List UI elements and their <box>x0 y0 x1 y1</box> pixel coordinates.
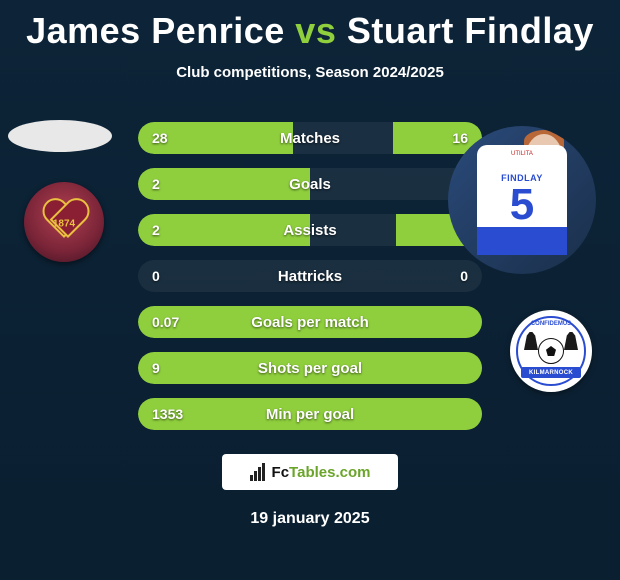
subtitle: Club competitions, Season 2024/2025 <box>0 64 620 81</box>
stat-row: 20Goals <box>138 168 482 200</box>
player2-photo: UTILITA FINDLAY 5 <box>448 126 596 274</box>
stat-label: Hattricks <box>138 260 482 292</box>
stat-row: 9Shots per goal <box>138 352 482 384</box>
page-title: James Penrice vs Stuart Findlay <box>0 0 620 52</box>
shirt-sponsor: UTILITA <box>511 151 533 157</box>
stat-label: Goals <box>138 168 482 200</box>
club-right-motto: CONFIDEMUS <box>531 321 571 327</box>
brand-box: FcTables.com <box>222 454 398 490</box>
football-icon <box>538 338 564 364</box>
stat-row: 21Assists <box>138 214 482 246</box>
shirt-stripe <box>477 227 567 255</box>
stat-row: 1353Min per goal <box>138 398 482 430</box>
stat-label: Shots per goal <box>138 352 482 384</box>
stat-label: Assists <box>138 214 482 246</box>
player2-name: Stuart Findlay <box>347 10 594 51</box>
club-right-banner: KILMARNOCK <box>521 367 581 378</box>
stat-label: Min per goal <box>138 398 482 430</box>
stat-row: 2816Matches <box>138 122 482 154</box>
stat-row: 0.07Goals per match <box>138 306 482 338</box>
player1-name: James Penrice <box>26 10 285 51</box>
club-badge-right: CONFIDEMUS KILMARNOCK <box>510 310 592 392</box>
stat-label: Matches <box>138 122 482 154</box>
vs-label: vs <box>295 10 336 51</box>
player1-photo-placeholder <box>8 120 112 152</box>
shirt-number: 5 <box>510 183 534 227</box>
club-left-year: 1874 <box>53 219 75 230</box>
bar-chart-icon <box>250 463 268 481</box>
footer-date: 19 january 2025 <box>0 510 620 528</box>
brand-suffix: Tables.com <box>289 464 370 481</box>
stat-row: 00Hattricks <box>138 260 482 292</box>
stats-panel: 2816Matches 20Goals 21Assists 00Hattricks 0.… <box>138 122 482 444</box>
club-badge-left: 1874 <box>24 182 104 262</box>
club-right-name: KILMARNOCK <box>529 370 573 376</box>
stat-label: Goals per match <box>138 306 482 338</box>
brand-text: FcTables.com <box>272 464 371 481</box>
shirt-graphic: UTILITA FINDLAY 5 <box>477 145 567 255</box>
brand-prefix: Fc <box>272 464 290 481</box>
